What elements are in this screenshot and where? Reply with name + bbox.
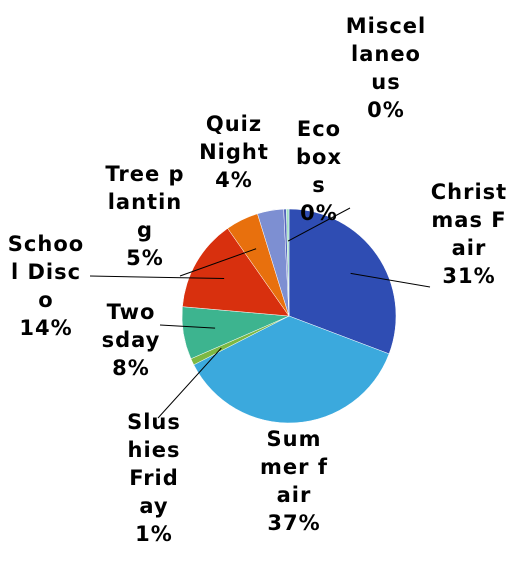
category-name: School Disco bbox=[7, 232, 85, 312]
category-name: Christmas Fair bbox=[430, 180, 508, 260]
leader-line bbox=[157, 347, 222, 419]
slice-label: Twosday 8% bbox=[100, 298, 162, 382]
value-label: 0% bbox=[367, 98, 405, 122]
slice-label: Slushies Friday 1% bbox=[122, 408, 186, 548]
slice-label: Quiz Night 4% bbox=[196, 110, 272, 194]
slice-label: Summer fair 37% bbox=[256, 425, 332, 537]
leader-line bbox=[179, 248, 257, 277]
category-name: Eco boxs bbox=[295, 117, 342, 197]
leader-line bbox=[350, 272, 431, 288]
leader-line bbox=[287, 207, 351, 242]
slice-label: School Disco 14% bbox=[6, 230, 86, 342]
category-name: Slushies Friday bbox=[127, 410, 181, 518]
slice-label: Tree planting 5% bbox=[102, 160, 188, 272]
value-label: 1% bbox=[135, 522, 173, 546]
category-name: Tree planting bbox=[105, 162, 185, 242]
category-name: Miscellaneous bbox=[345, 14, 427, 94]
pie-slice bbox=[288, 208, 397, 355]
category-name: Summer fair bbox=[260, 427, 328, 507]
pie-slice bbox=[182, 228, 290, 317]
value-label: 8% bbox=[112, 356, 150, 380]
slice-label: Eco boxs 0% bbox=[290, 115, 348, 227]
slice-label: Miscellaneous 0% bbox=[344, 12, 428, 124]
leader-line bbox=[159, 324, 216, 329]
leader-line bbox=[89, 275, 225, 280]
value-label: 5% bbox=[126, 246, 164, 270]
pie-slice bbox=[286, 208, 290, 317]
pie-slice bbox=[193, 315, 390, 424]
category-name: Twosday bbox=[101, 300, 161, 352]
value-label: 4% bbox=[215, 168, 253, 192]
category-name: Quiz Night bbox=[199, 112, 269, 164]
slice-label: Christmas Fair 31% bbox=[428, 178, 509, 290]
value-label: 31% bbox=[442, 264, 496, 288]
value-label: 14% bbox=[19, 316, 73, 340]
value-label: 37% bbox=[267, 511, 321, 535]
value-label: 0% bbox=[300, 201, 338, 225]
